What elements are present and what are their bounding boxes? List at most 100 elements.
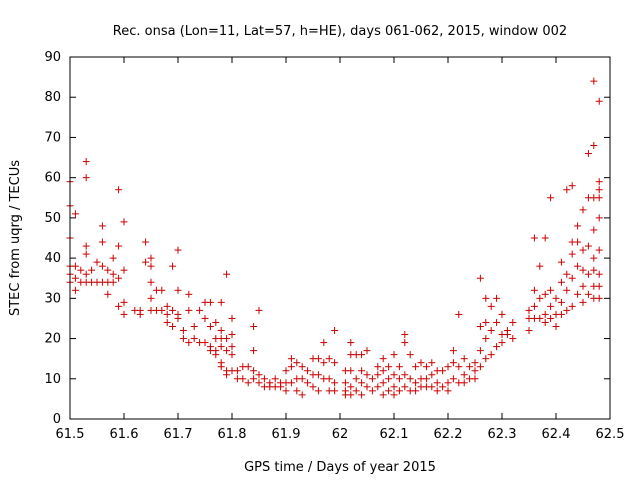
- data-point: [223, 335, 231, 343]
- data-point: [530, 302, 538, 310]
- data-point: [574, 262, 582, 270]
- data-point: [379, 391, 387, 399]
- data-point: [395, 375, 403, 383]
- data-point: [590, 77, 598, 85]
- data-point: [379, 367, 387, 375]
- x-tick-label: 62.4: [542, 427, 571, 442]
- data-point: [503, 331, 511, 339]
- data-point: [568, 302, 576, 310]
- data-point: [250, 367, 258, 375]
- data-point: [358, 351, 366, 359]
- points-layer: [66, 77, 603, 399]
- data-point: [471, 367, 479, 375]
- data-point: [379, 379, 387, 387]
- x-tick-label: 62.3: [488, 427, 517, 442]
- data-point: [590, 254, 598, 262]
- data-point: [304, 367, 312, 375]
- data-point: [568, 182, 576, 190]
- data-point: [271, 375, 279, 383]
- data-point: [385, 387, 393, 395]
- data-point: [363, 383, 371, 391]
- data-point: [347, 367, 355, 375]
- data-point: [341, 379, 349, 387]
- data-point: [379, 355, 387, 363]
- data-point: [98, 238, 106, 246]
- data-point: [395, 363, 403, 371]
- x-tick-label: 61.9: [272, 427, 301, 442]
- y-tick-label: 60: [44, 171, 61, 186]
- data-point: [206, 322, 214, 330]
- data-point: [147, 262, 155, 270]
- data-point: [482, 335, 490, 343]
- data-point: [358, 367, 366, 375]
- data-point: [347, 391, 355, 399]
- data-point: [331, 379, 339, 387]
- data-point: [536, 314, 544, 322]
- data-point: [460, 355, 468, 363]
- data-point: [239, 375, 247, 383]
- data-point: [158, 306, 166, 314]
- data-point: [422, 363, 430, 371]
- data-point: [563, 306, 571, 314]
- data-point: [406, 351, 414, 359]
- data-point: [557, 258, 565, 266]
- data-point: [98, 262, 106, 270]
- data-point: [212, 351, 220, 359]
- data-point: [439, 367, 447, 375]
- x-tick-label: 61.6: [110, 427, 139, 442]
- y-tick-label: 30: [44, 291, 61, 306]
- data-point: [444, 379, 452, 387]
- data-point: [250, 322, 258, 330]
- data-point: [595, 246, 603, 254]
- data-point: [552, 322, 560, 330]
- data-point: [374, 371, 382, 379]
- data-point: [493, 318, 501, 326]
- plot-frame: [69, 56, 611, 420]
- y-tick-label: 20: [44, 332, 61, 347]
- data-point: [250, 375, 258, 383]
- data-point: [390, 371, 398, 379]
- x-tick-label: 61.8: [218, 427, 247, 442]
- data-point: [482, 355, 490, 363]
- data-point: [206, 298, 214, 306]
- data-point: [449, 359, 457, 367]
- data-point: [255, 306, 263, 314]
- data-point: [541, 234, 549, 242]
- y-tick-label: 40: [44, 251, 61, 266]
- data-point: [244, 379, 252, 387]
- data-point: [476, 322, 484, 330]
- data-point: [412, 379, 420, 387]
- data-point: [476, 363, 484, 371]
- data-point: [201, 339, 209, 347]
- data-point: [541, 290, 549, 298]
- data-point: [120, 298, 128, 306]
- data-point: [115, 274, 123, 282]
- data-point: [142, 238, 150, 246]
- data-point: [584, 150, 592, 158]
- data-point: [174, 286, 182, 294]
- data-point: [228, 331, 236, 339]
- data-point: [174, 246, 182, 254]
- y-tick-label: 10: [44, 372, 61, 387]
- data-point: [314, 355, 322, 363]
- data-point: [179, 327, 187, 335]
- data-point: [98, 222, 106, 230]
- data-point: [449, 375, 457, 383]
- data-point: [547, 314, 555, 322]
- data-point: [115, 242, 123, 250]
- data-point: [115, 302, 123, 310]
- data-point: [568, 250, 576, 258]
- data-point: [109, 270, 117, 278]
- data-point: [314, 387, 322, 395]
- data-point: [82, 174, 90, 182]
- data-point: [325, 375, 333, 383]
- data-point: [287, 379, 295, 387]
- data-point: [428, 371, 436, 379]
- data-point: [530, 234, 538, 242]
- data-point: [563, 286, 571, 294]
- data-point: [82, 250, 90, 258]
- data-point: [406, 375, 414, 383]
- data-point: [595, 214, 603, 222]
- data-point: [158, 286, 166, 294]
